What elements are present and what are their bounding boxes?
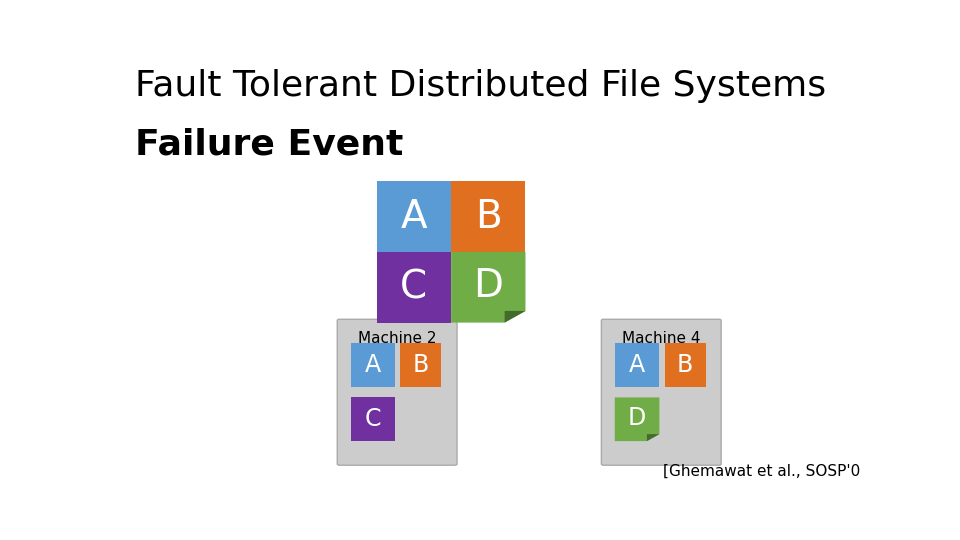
Bar: [400, 343, 442, 387]
Text: A: A: [629, 353, 645, 377]
Bar: [451, 181, 525, 252]
Text: C: C: [400, 268, 427, 306]
FancyBboxPatch shape: [601, 319, 721, 465]
Text: D: D: [628, 406, 646, 430]
Polygon shape: [614, 397, 660, 441]
Text: [Ghemawat et al., SOSP'0: [Ghemawat et al., SOSP'0: [663, 463, 860, 478]
Text: Machine 2: Machine 2: [358, 331, 437, 346]
Polygon shape: [451, 252, 525, 322]
Bar: [350, 397, 396, 441]
Text: B: B: [475, 198, 502, 235]
Text: A: A: [400, 198, 427, 235]
Text: Machine 4: Machine 4: [622, 331, 701, 346]
Text: C: C: [365, 407, 381, 431]
Polygon shape: [505, 311, 525, 322]
FancyBboxPatch shape: [337, 319, 457, 465]
Text: D: D: [473, 267, 503, 305]
Bar: [376, 252, 451, 322]
Text: B: B: [413, 353, 429, 377]
Bar: [376, 181, 451, 252]
Text: A: A: [365, 353, 381, 377]
Text: B: B: [677, 353, 693, 377]
Bar: [664, 343, 706, 387]
Bar: [350, 343, 396, 387]
Polygon shape: [647, 434, 660, 441]
Bar: [614, 343, 660, 387]
Text: Fault Tolerant Distributed File Systems: Fault Tolerant Distributed File Systems: [134, 69, 826, 103]
Text: Failure Event: Failure Event: [134, 127, 403, 161]
